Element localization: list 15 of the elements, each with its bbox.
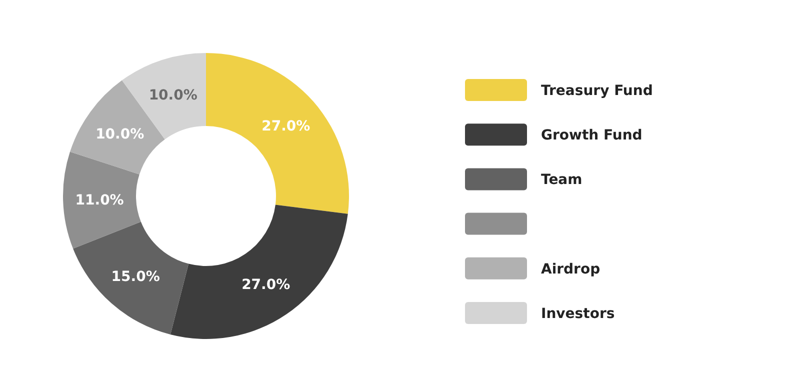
- legend-label: Investors: [541, 306, 615, 322]
- donut-slice: [206, 53, 349, 214]
- donut-slice: [63, 152, 141, 249]
- data-label: 10.0%: [148, 88, 198, 104]
- data-label: 11.0%: [75, 192, 124, 208]
- legend-label: Team: [541, 172, 582, 188]
- data-label: 10.0%: [96, 126, 144, 142]
- legend-label: Treasury Fund: [541, 82, 653, 99]
- legend-label: Growth Fund: [541, 128, 642, 144]
- data-label: 15.0%: [111, 268, 160, 285]
- donut-slice: [73, 222, 189, 335]
- donut-slice: [170, 204, 348, 339]
- data-label: 27.0%: [242, 276, 290, 293]
- legend-label: Airdrop: [541, 261, 600, 278]
- data-label: 27.0%: [262, 118, 310, 134]
